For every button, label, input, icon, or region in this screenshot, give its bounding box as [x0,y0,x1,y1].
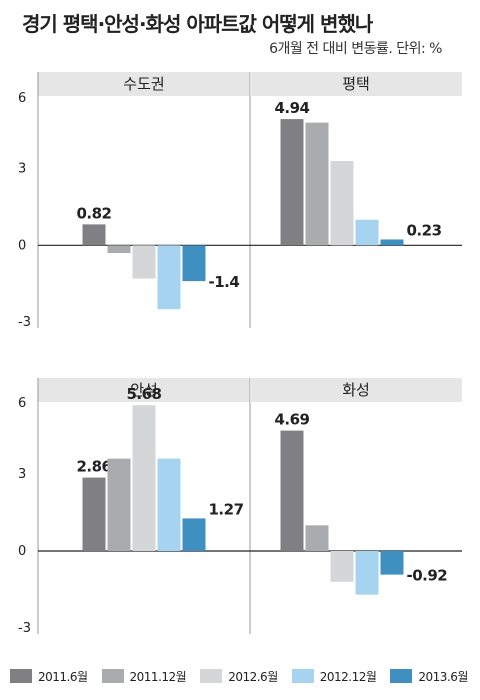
legend-swatch [200,669,223,683]
y-tick-label: -3 [18,315,31,330]
legend: 2011.6월 2011.12월 2012.6월 2012.12월 2013.6… [10,664,480,688]
bar [107,245,131,253]
bar [107,458,131,551]
panel-header [250,72,462,96]
legend-label: 2012.6월 [228,669,278,684]
panel-title: 평택 [342,75,370,93]
bar [182,245,206,282]
bar [305,122,329,246]
panel-header [250,378,462,402]
legend-item: 2011.12월 [101,668,187,685]
panel-title: 안성 [130,381,158,399]
bar [132,245,156,279]
bar [355,219,379,246]
data-label: 2.86 [76,458,111,476]
bar [330,551,354,582]
bar [330,161,354,246]
data-label: 4.94 [274,99,309,117]
legend-label: 2011.6월 [38,669,88,684]
data-label: 4.69 [274,411,309,429]
legend-label: 2012.12월 [319,669,377,684]
legend-item: 2013.6월 [390,668,468,685]
panel-title: 수도권 [123,75,164,93]
legend-item: 2012.6월 [200,668,278,685]
panel-title: 화성 [342,381,370,399]
y-tick-label: 6 [18,91,26,106]
y-tick-label: 3 [18,467,26,482]
bar-chart: 수도권 6 3 0 -3 0.82 -1.4 평택 4.94 0.23 안성 6 3 0 -3 2.86 5.6… [18,72,462,636]
data-label: -1.4 [209,273,240,291]
data-label: 5.68 [126,385,161,403]
legend-item: 2012.12월 [291,668,377,685]
y-tick-label: 0 [18,544,26,559]
data-label: -0.92 [407,567,448,585]
legend-swatch [10,669,32,683]
bar [132,405,156,551]
bar [82,224,106,246]
data-label: 1.27 [209,500,244,518]
bar [182,518,206,551]
bar [380,551,404,575]
legend-label: 2011.12월 [129,669,187,684]
bar [157,458,181,551]
bar [157,245,181,310]
legend-swatch [390,669,413,683]
legend-item: 2011.6월 [10,668,88,685]
data-label: 0.23 [407,221,442,239]
data-label: 0.82 [76,204,111,222]
bar [355,551,379,595]
bar [280,119,304,246]
bar [82,477,106,551]
bar [305,525,329,551]
panel-header [38,378,250,402]
y-tick-label: 3 [18,162,26,177]
panel-header [38,72,250,96]
bar [380,239,404,246]
legend-label: 2013.6월 [418,669,468,684]
y-tick-label: 0 [18,238,26,253]
y-tick-label: 6 [18,396,26,411]
chart-title: 경기 평택·안성·화성 아파트값 어떻게 변했나 [22,12,373,36]
chart-subtitle: 6개월 전 대비 변동률. 단위: % [269,41,442,57]
legend-swatch [101,669,124,683]
legend-swatch [291,669,314,683]
bar [280,430,304,551]
y-tick-label: -3 [18,621,31,636]
